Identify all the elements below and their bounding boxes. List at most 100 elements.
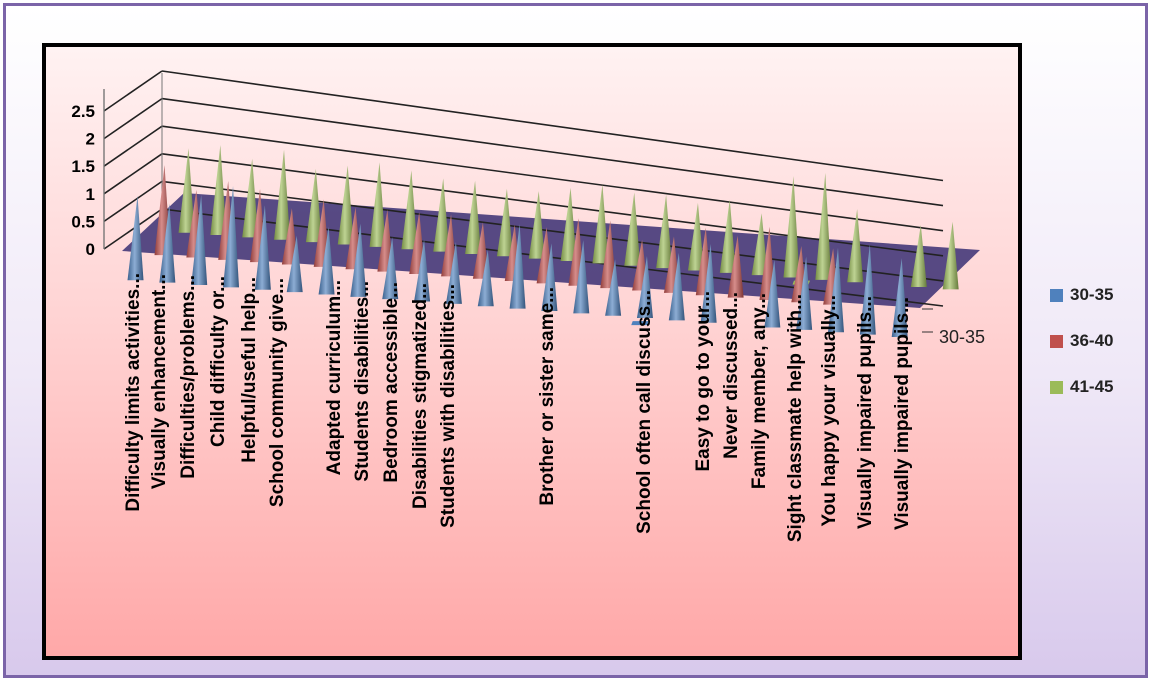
gridline-left-1 <box>103 180 163 223</box>
category-label: Students with disabilities... <box>438 284 459 528</box>
cone-41-45-19 <box>783 176 800 278</box>
gridline-left-2 <box>103 153 163 195</box>
cone-41-45-8 <box>433 178 450 252</box>
category-label: Never discussed... <box>721 292 742 459</box>
cone-30-35-5 <box>286 235 303 293</box>
category-label: Easy to go to your... <box>693 291 714 472</box>
category-label: Brother or sister same... <box>537 287 558 506</box>
gridline-back-3 <box>161 125 944 232</box>
cone-41-45-3 <box>274 149 291 240</box>
y-tick-label: 1 <box>86 185 95 204</box>
cone-41-45-18 <box>751 213 768 276</box>
cone-30-35-3 <box>223 186 240 288</box>
cone-30-35-9 <box>414 239 431 302</box>
cone-30-35-22 <box>827 247 844 333</box>
cone-41-45-2 <box>242 158 259 238</box>
gridline-back-5 <box>161 70 944 182</box>
cone-36-40-14 <box>600 220 617 289</box>
cone-41-45-12 <box>560 187 577 262</box>
category-label: You happy your visually... <box>819 295 840 527</box>
category-label: Difficulties/problems... <box>178 275 199 479</box>
cone-30-35-1 <box>159 203 176 283</box>
cone-36-40-4 <box>281 208 298 265</box>
cone-41-45-24 <box>942 221 959 290</box>
legend-label: 30-35 <box>1070 285 1114 304</box>
cone-41-45-14 <box>624 192 641 266</box>
cone-30-35-21 <box>796 256 813 330</box>
gridline-back-2 <box>161 153 944 257</box>
category-label: Adapted curriculum... <box>324 280 345 475</box>
cone-30-35-23 <box>859 244 876 335</box>
chart-frame: 0 0.5 1 1.5 2 2.5 30-35 Difficulty limits activ… <box>3 3 1148 678</box>
y-tick-label: 0.5 <box>71 212 95 231</box>
cone-30-35-17 <box>668 252 685 321</box>
cone-41-45-0 <box>178 148 195 233</box>
category-label: Helpful/useful help... <box>239 277 260 463</box>
category-label: Family member, any... <box>749 293 770 489</box>
cone-30-35-0 <box>127 195 144 281</box>
cone-41-45-20 <box>815 172 832 280</box>
cone-30-35-6 <box>318 226 335 295</box>
legend-swatch <box>1050 380 1063 394</box>
gridline-left-5 <box>103 70 163 112</box>
category-label: Disabilities stigmatized... <box>410 283 431 509</box>
category-label: Sight classmate help with... <box>785 294 806 542</box>
category-label: Students disabilities... <box>352 281 373 482</box>
category-label: Visually enhancement... <box>149 274 170 489</box>
gridline-left-3 <box>103 125 163 167</box>
cone-41-45-6 <box>369 162 386 247</box>
cone-30-35-2 <box>191 194 208 286</box>
cone-41-45-15 <box>656 194 673 269</box>
chart-svg: 0 0.5 1 1.5 2 2.5 30-35 Difficulty limits activ… <box>71 70 985 542</box>
cone-30-35-11 <box>477 249 494 307</box>
cone-41-45-10 <box>496 188 513 257</box>
cone-41-45-11 <box>528 191 545 259</box>
legend: 30-35 36-40 41-45 <box>1050 282 1113 420</box>
cone-30-35-13 <box>541 243 558 311</box>
y-tick-label: 2.5 <box>71 102 95 121</box>
cone-30-35-15 <box>605 259 622 316</box>
cone-30-35-18 <box>700 243 717 323</box>
cone-41-45-1 <box>210 144 227 236</box>
cone-30-35-16 <box>636 256 653 319</box>
cone-41-45-23 <box>910 225 927 287</box>
y-tick-label: 2 <box>86 130 95 149</box>
category-label: Visually impaired pupils... <box>855 296 876 529</box>
cone-30-35-20 <box>764 259 781 328</box>
flat-bar-30-35-19 <box>631 321 649 326</box>
cone-30-35-8 <box>382 237 399 300</box>
category-label: Child difficulty or... <box>208 276 229 447</box>
cone-36-40-10 <box>472 222 489 279</box>
cone-30-35-12 <box>509 224 526 309</box>
depth-axis-label: 30-35 <box>939 327 985 347</box>
cone-41-45-5 <box>337 165 354 245</box>
gridline-left-4 <box>103 97 163 140</box>
y-tick-label: 0 <box>86 240 95 259</box>
y-tick-label: 1.5 <box>71 157 95 176</box>
category-label: Bedroom accessible... <box>381 282 402 483</box>
gridline-back-4 <box>161 97 944 207</box>
cone-41-45-17 <box>719 199 736 273</box>
cone-41-45-16 <box>687 202 704 271</box>
category-label: School often call discuss... <box>634 290 655 534</box>
cone-30-35-24 <box>891 258 908 337</box>
legend-item-30-35: 30-35 <box>1050 282 1113 308</box>
plot-area: 0 0.5 1 1.5 2 2.5 30-35 Difficulty limits activ… <box>42 43 1022 660</box>
legend-label: 36-40 <box>1070 331 1114 350</box>
category-label: School community give... <box>267 278 288 507</box>
cone-41-45-21 <box>847 209 864 283</box>
legend-item-36-40: 36-40 <box>1050 328 1113 354</box>
legend-label: 41-45 <box>1070 377 1114 396</box>
cone-36-40-18 <box>727 235 744 298</box>
cone-30-35-7 <box>350 223 367 297</box>
gridline-back-1 <box>161 180 944 282</box>
cone-41-45-7 <box>401 170 418 250</box>
cone-30-35-14 <box>573 240 590 314</box>
cone-41-45-9 <box>465 180 482 254</box>
category-label: Visually impaired pupils... <box>892 297 913 530</box>
legend-item-41-45: 41-45 <box>1050 374 1113 400</box>
cone-41-45-4 <box>305 168 322 243</box>
legend-swatch <box>1050 334 1063 348</box>
cone-41-45-13 <box>592 184 609 264</box>
cone-30-35-4 <box>254 205 271 290</box>
